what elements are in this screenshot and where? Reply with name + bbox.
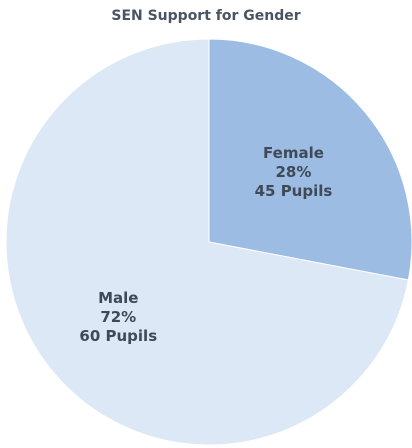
- slice-male-count: 60 Pupils: [79, 327, 157, 345]
- slice-female-count: 45 Pupils: [255, 182, 333, 200]
- slice-male-label: Male: [98, 289, 138, 307]
- slice-female-percent: 28%: [276, 163, 312, 181]
- chart-title: SEN Support for Gender: [111, 8, 301, 24]
- slice-male-percent: 72%: [100, 308, 136, 326]
- pie-slice-male: [5, 38, 409, 446]
- slice-female-label: Female: [263, 144, 324, 162]
